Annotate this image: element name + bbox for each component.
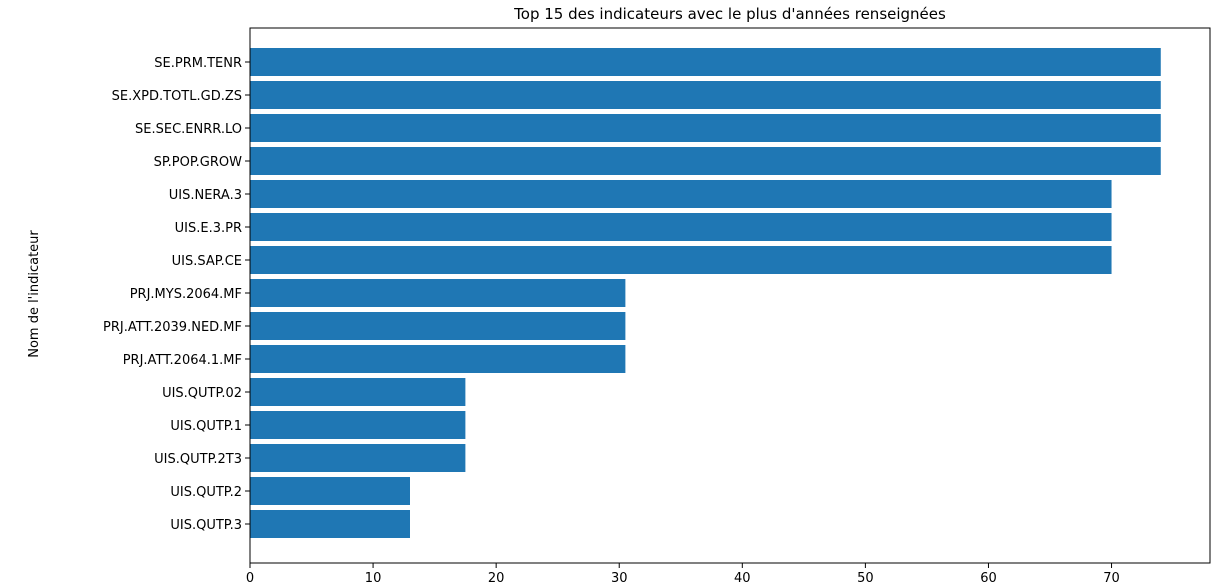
x-tick-label: 70 bbox=[1103, 571, 1120, 584]
y-tick-label: UIS.QUTP.2T3 bbox=[154, 452, 242, 467]
y-tick-label: PRJ.MYS.2064.MF bbox=[130, 287, 242, 302]
y-tick-label: SP.POP.GROW bbox=[154, 155, 243, 170]
x-tick-label: 10 bbox=[365, 571, 382, 584]
y-tick-label: PRJ.ATT.2064.1.MF bbox=[123, 353, 242, 368]
x-tick-label: 60 bbox=[980, 571, 997, 584]
x-tick-label: 0 bbox=[246, 571, 254, 584]
y-tick-label: UIS.QUTP.3 bbox=[170, 518, 242, 533]
y-tick-label: UIS.NERA.3 bbox=[169, 188, 242, 203]
bar bbox=[250, 114, 1161, 142]
x-tick-label: 50 bbox=[857, 571, 874, 584]
x-axis-ticks: 0 10 20 30 40 50 60 70 bbox=[246, 563, 1120, 584]
y-tick-label: SE.SEC.ENRR.LO bbox=[135, 122, 242, 137]
x-tick-label: 40 bbox=[734, 571, 751, 584]
bar bbox=[250, 312, 626, 340]
bar bbox=[250, 510, 410, 538]
y-tick-label: PRJ.ATT.2039.NED.MF bbox=[103, 320, 242, 335]
y-tick-label: UIS.E.3.PR bbox=[175, 221, 242, 236]
bar bbox=[250, 48, 1161, 76]
bar bbox=[250, 213, 1112, 241]
y-tick-label: SE.PRM.TENR bbox=[154, 56, 242, 71]
bar bbox=[250, 279, 626, 307]
bar bbox=[250, 378, 466, 406]
x-tick-label: 20 bbox=[488, 571, 505, 584]
bar bbox=[250, 180, 1112, 208]
plot-frame bbox=[249, 27, 1211, 564]
y-tick-label: UIS.QUTP.02 bbox=[162, 386, 242, 401]
y-axis-label: Nom de l'indicateur bbox=[27, 230, 42, 358]
bars-layer bbox=[250, 48, 1161, 538]
y-tick-label: UIS.SAP.CE bbox=[172, 254, 242, 269]
bar bbox=[250, 81, 1161, 109]
bar bbox=[250, 246, 1112, 274]
bar bbox=[250, 147, 1161, 175]
y-axis-ticks: SE.PRM.TENR SE.XPD.TOTL.GD.ZS SE.SEC.ENRR.… bbox=[103, 56, 250, 533]
bar bbox=[250, 477, 410, 505]
chart-title: Top 15 des indicateurs avec le plus d'an… bbox=[513, 5, 946, 23]
y-tick-label: UIS.QUTP.2 bbox=[170, 485, 242, 500]
y-tick-label: SE.XPD.TOTL.GD.ZS bbox=[112, 89, 242, 104]
bar bbox=[250, 444, 466, 472]
x-tick-label: 30 bbox=[611, 571, 628, 584]
y-tick-label: UIS.QUTP.1 bbox=[170, 419, 242, 434]
bar bbox=[250, 411, 466, 439]
bar bbox=[250, 345, 626, 373]
